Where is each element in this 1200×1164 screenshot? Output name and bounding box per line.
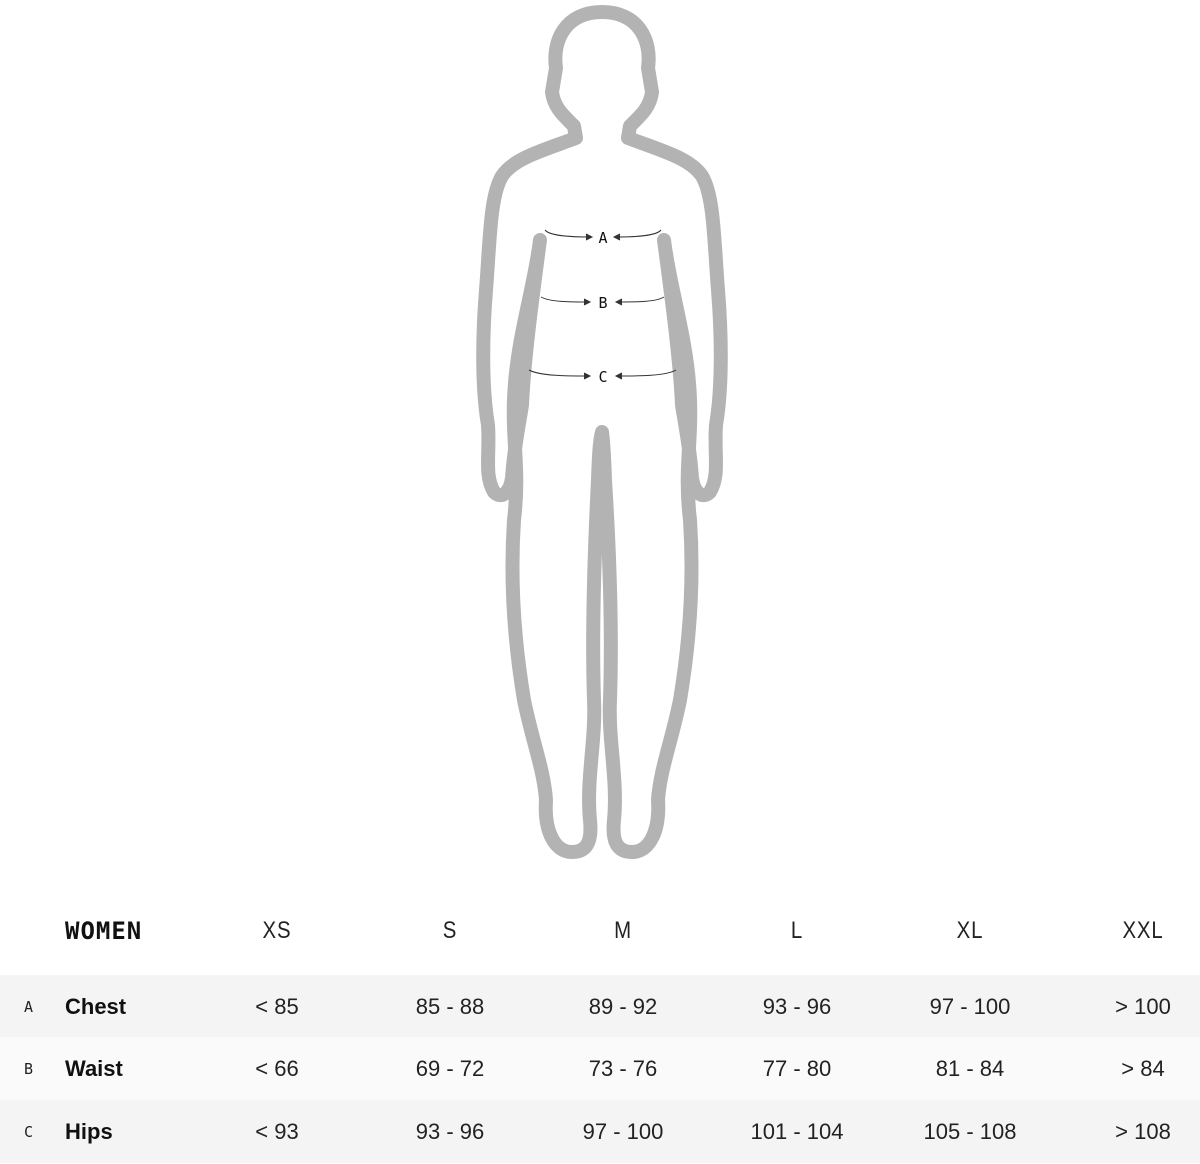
size-value: > 100 (1115, 993, 1171, 1019)
size-value: 85 - 88 (415, 993, 485, 1019)
size-value: 105 - 108 (923, 1118, 1017, 1144)
size-header: M (614, 917, 632, 944)
row-marker: A (24, 997, 34, 1016)
size-value: 81 - 84 (935, 1055, 1005, 1081)
measurement-name: Hips (65, 1118, 113, 1144)
marker-a: A (598, 229, 607, 247)
measurement-name: Chest (65, 993, 127, 1019)
marker-c: C (598, 368, 607, 386)
size-header: S (442, 917, 458, 944)
table-row-hips: C Hips < 93 93 - 96 97 - 100 101 - 104 105 - 1… (0, 1100, 1200, 1163)
row-marker: B (24, 1059, 34, 1078)
body-outline-figure: A B C (476, 5, 728, 859)
size-value: < 85 (255, 993, 299, 1019)
size-value: 101 - 104 (750, 1118, 844, 1144)
row-marker: C (24, 1122, 34, 1141)
size-header: XL (956, 917, 984, 944)
size-value: < 93 (255, 1118, 299, 1144)
size-value: 93 - 96 (762, 993, 832, 1019)
table-row-chest: A Chest < 85 85 - 88 89 - 92 93 - 96 97 - 100 >… (0, 975, 1200, 1038)
size-value: 97 - 100 (582, 1118, 664, 1144)
table-row-waist: B Waist < 66 69 - 72 73 - 76 77 - 80 81 - 84 > … (0, 1037, 1200, 1100)
size-value: < 66 (255, 1055, 299, 1081)
size-value: 89 - 92 (588, 993, 658, 1019)
measure-a-arrows (528, 229, 677, 380)
measurement-name: Waist (65, 1055, 123, 1081)
size-value: 77 - 80 (762, 1055, 832, 1081)
size-value: 93 - 96 (415, 1118, 485, 1144)
size-header: XS (262, 917, 292, 944)
marker-b: B (598, 294, 607, 312)
table-title: WOMEN (65, 917, 143, 945)
body-silhouette (476, 5, 728, 859)
size-value: 97 - 100 (929, 993, 1011, 1019)
size-header: L (790, 917, 804, 944)
size-value: > 84 (1121, 1055, 1165, 1081)
size-header-row: WOMEN XS S M L XL XXL (0, 905, 1200, 957)
size-value: > 108 (1115, 1118, 1171, 1144)
size-header: XXL (1122, 917, 1164, 944)
size-value: 69 - 72 (415, 1055, 485, 1081)
size-value: 73 - 76 (588, 1055, 658, 1081)
